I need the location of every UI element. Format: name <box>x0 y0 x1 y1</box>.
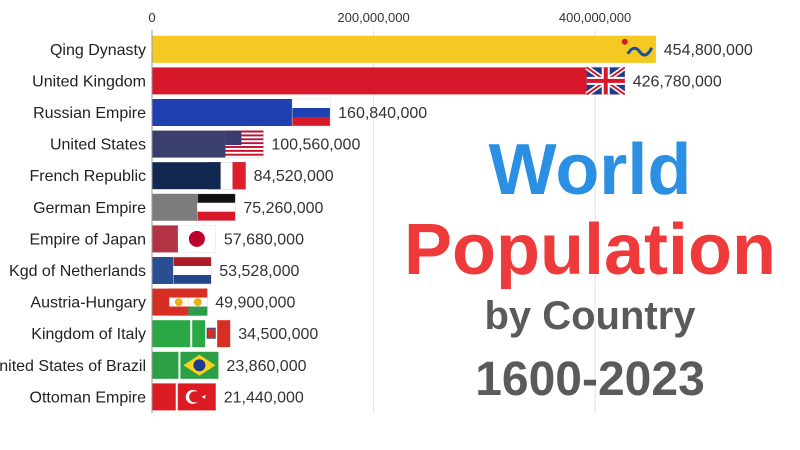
bar-row: French Republic 84,520,000 <box>30 162 334 190</box>
italy-flag-icon <box>192 320 231 348</box>
category-label: Kingdom of Italy <box>31 326 146 343</box>
value-label: 160,840,000 <box>338 105 427 122</box>
value-label: 23,860,000 <box>226 358 306 375</box>
value-label: 34,500,000 <box>238 326 318 343</box>
category-label: Kgd of Netherlands <box>9 263 146 280</box>
bar-row: Ottoman Empire 21,440,000 <box>30 383 304 411</box>
russia-flag-icon <box>291 98 331 127</box>
category-label: Ottoman Empire <box>30 389 147 406</box>
bar-row: Russian Empire 160,840,000 <box>33 98 427 127</box>
title-by-country: by Country <box>484 294 696 338</box>
value-label: 454,800,000 <box>664 42 753 59</box>
category-label: French Republic <box>30 168 147 185</box>
bar-row: Austria-Hungary 49,900,000 <box>30 288 295 316</box>
category-label: Empire of Japan <box>29 231 146 248</box>
x-axis-ticks: 0 200,000,000 400,000,000 <box>148 10 631 25</box>
bar-row: United States of Brazil 23,860,000 <box>0 351 307 379</box>
title-year-range: 1600-2023 <box>475 353 705 406</box>
netherlands-flag-icon <box>173 256 212 285</box>
bar <box>152 351 179 379</box>
title-world: World <box>488 130 692 210</box>
title-block: World Population by Country 1600-2023 <box>380 130 800 410</box>
bar <box>152 383 176 411</box>
category-label: United Kingdom <box>32 73 146 90</box>
value-label: 21,440,000 <box>224 389 304 406</box>
title-population: Population <box>404 210 776 290</box>
value-label: 84,520,000 <box>254 168 334 185</box>
germany-flag-icon <box>197 193 236 222</box>
bar <box>152 35 656 63</box>
france-flag-icon <box>207 162 246 190</box>
bar-row: German Empire 75,260,000 <box>33 193 324 222</box>
bar-row: United States 100,560,000 <box>50 130 360 158</box>
bar-row: Kgd of Netherlands 53,528,000 <box>9 256 299 285</box>
category-label: United States <box>50 137 146 154</box>
value-label: 49,900,000 <box>215 295 295 312</box>
x-tick-label: 200,000,000 <box>337 10 409 25</box>
bar-row: Kingdom of Italy 34,500,000 <box>31 320 318 348</box>
brazil-flag-icon <box>180 351 219 379</box>
category-label: United States of Brazil <box>0 358 146 375</box>
value-label: 53,528,000 <box>219 263 299 280</box>
bar-row: Qing Dynasty 454,800,000 <box>50 35 753 63</box>
value-label: 57,680,000 <box>224 231 304 248</box>
qing-flag-icon <box>617 35 656 63</box>
bars: Qing Dynasty 454,800,000 United Kingdom 426… <box>0 35 753 411</box>
bar <box>152 320 191 348</box>
bar <box>152 67 625 95</box>
turkey-flag-icon <box>177 383 216 411</box>
usa-flag-icon <box>225 130 264 158</box>
category-label: Qing Dynasty <box>50 42 146 59</box>
category-label: Austria-Hungary <box>30 295 146 312</box>
x-tick-label: 400,000,000 <box>559 10 631 25</box>
category-label: Russian Empire <box>33 105 146 122</box>
austria-hungary-flag-icon <box>169 288 208 316</box>
category-label: German Empire <box>33 200 146 217</box>
value-label: 75,260,000 <box>243 200 323 217</box>
japan-flag-icon <box>177 225 216 253</box>
x-tick-label: 0 <box>148 10 155 25</box>
bar-row: United Kingdom 426,780,000 <box>32 65 722 97</box>
value-label: 426,780,000 <box>633 73 722 90</box>
uk-flag-icon <box>585 65 627 97</box>
bar-row: Empire of Japan 57,680,000 <box>29 225 304 253</box>
value-label: 100,560,000 <box>271 137 360 154</box>
